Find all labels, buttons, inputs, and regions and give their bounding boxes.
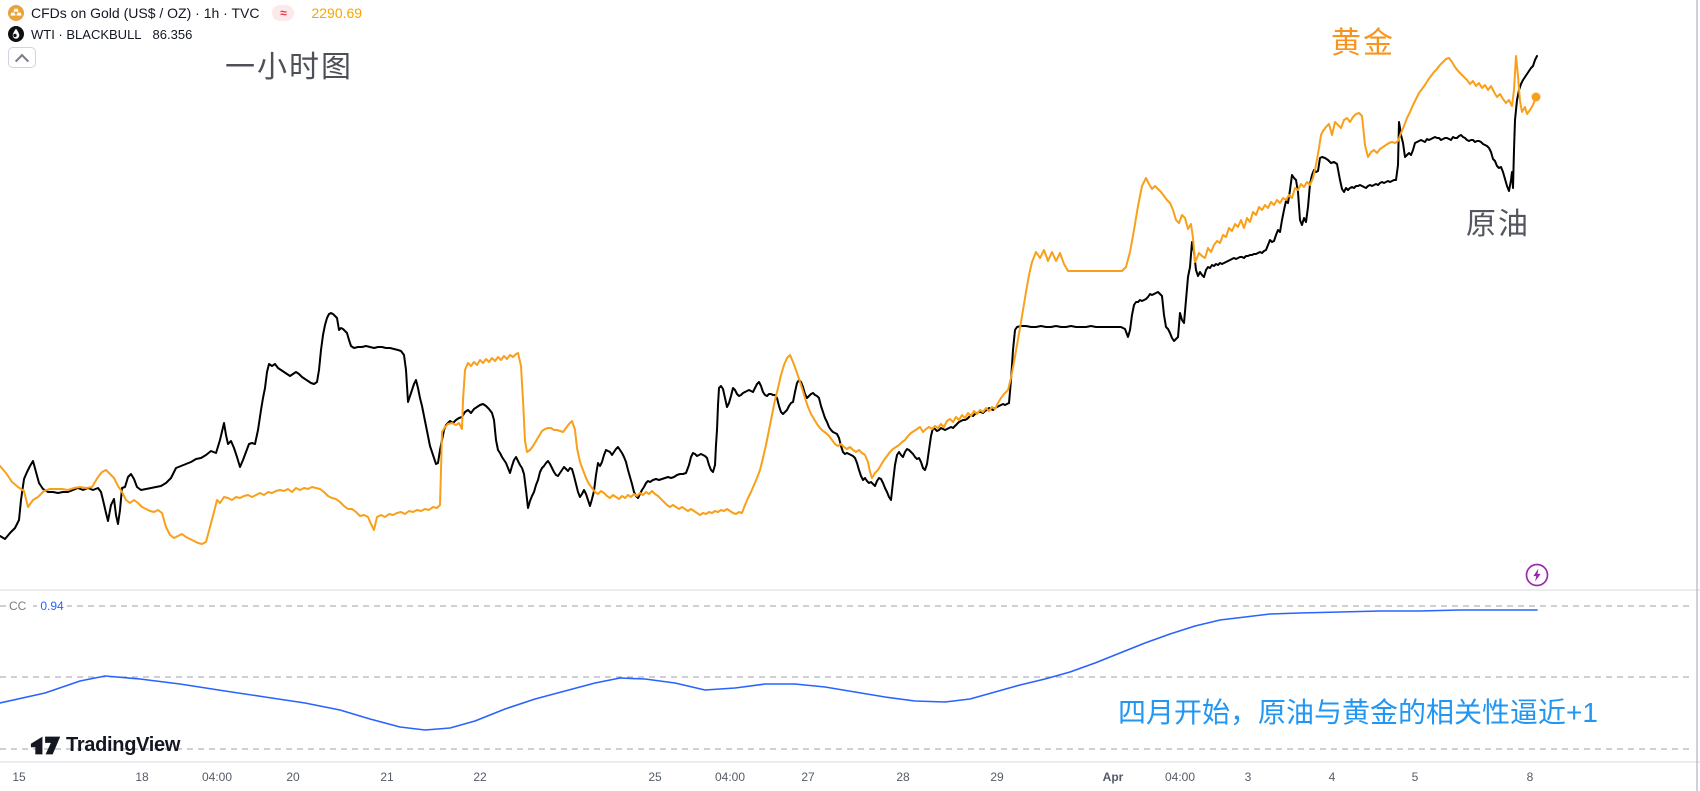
wti-last-price: 86.356 xyxy=(152,26,193,42)
annotation-cc-note[interactable]: 四月开始，原油与黄金的相关性逼近+1 xyxy=(1118,697,1598,728)
x-axis-tick: 5 xyxy=(1412,770,1419,784)
legend-row-gold[interactable]: CFDs on Gold (US$ / OZ) · 1h · TVC ≈ 229… xyxy=(8,5,362,21)
x-axis-tick: 25 xyxy=(648,770,662,784)
x-axis-tick: 22 xyxy=(473,770,487,784)
cc-indicator-value: 0.94 xyxy=(37,599,67,613)
x-axis-tick: 8 xyxy=(1527,770,1534,784)
gold-line xyxy=(0,55,1537,545)
chevron-up-icon xyxy=(14,53,30,68)
x-axis-tick: 4 xyxy=(1329,770,1336,784)
annotation-oil-label[interactable]: 原油 xyxy=(1466,208,1530,241)
x-axis-tick: 15 xyxy=(12,770,26,784)
x-axis-tick: 04:00 xyxy=(1165,770,1195,784)
x-axis-tick: Apr xyxy=(1103,770,1124,784)
x-axis-tick: 29 xyxy=(990,770,1004,784)
tradingview-logo[interactable]: TradingView xyxy=(30,734,180,757)
x-axis-tick: 28 xyxy=(896,770,910,784)
oil-drop-icon xyxy=(8,26,24,42)
x-axis-tick: 21 xyxy=(380,770,394,784)
gold-last-price: 2290.69 xyxy=(311,5,363,21)
annotation-gold-label[interactable]: 黄金 xyxy=(1331,27,1395,60)
wti-line xyxy=(0,55,1538,540)
x-axis-tick: 18 xyxy=(135,770,149,784)
cc-indicator-name: CC xyxy=(6,599,30,613)
wti-symbol-title: WTI · BLACKBULL xyxy=(31,26,142,42)
gold-coin-icon xyxy=(8,5,24,21)
cc-indicator-legend[interactable]: CC 0.94 xyxy=(6,599,67,613)
cc-line xyxy=(0,609,1538,731)
time-axis[interactable] xyxy=(0,763,1700,791)
lightning-icon xyxy=(1525,563,1549,587)
legend-collapse-button[interactable] xyxy=(8,47,36,68)
legend-row-wti[interactable]: WTI · BLACKBULL 86.356 xyxy=(8,26,192,42)
tradingview-logo-text: TradingView xyxy=(66,734,181,756)
gold-symbol-title: CFDs on Gold (US$ / OZ) · 1h · TVC xyxy=(31,5,260,21)
x-axis-tick: 20 xyxy=(286,770,300,784)
x-axis-tick: 27 xyxy=(801,770,815,784)
x-axis-tick: 04:00 xyxy=(202,770,232,784)
lightning-button[interactable] xyxy=(1525,563,1549,587)
x-axis-tick: 04:00 xyxy=(715,770,745,784)
data-mode-badge: ≈ xyxy=(272,5,295,21)
gold-line-end-dot xyxy=(1531,92,1541,102)
tradingview-logo-mark xyxy=(30,736,61,755)
x-axis-tick: 3 xyxy=(1245,770,1252,784)
annotation-timeframe[interactable]: 一小时图 xyxy=(225,51,353,84)
